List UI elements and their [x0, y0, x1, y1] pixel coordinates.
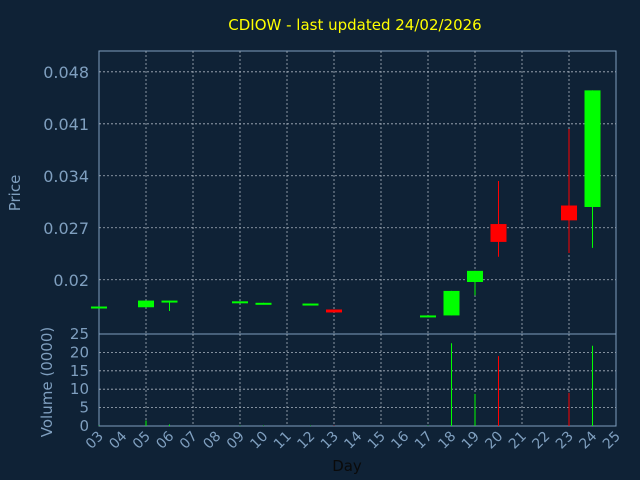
volume-tick-label: 15 — [70, 362, 89, 380]
candle — [302, 303, 319, 306]
volume-tick-label: 25 — [70, 325, 89, 343]
candle-body — [584, 90, 601, 207]
x-tick-labels: 03 04 05 06 07 08 09 10 11 12 13 14 15 16 17 18 19 20 21 22… — [83, 428, 624, 452]
candle — [561, 128, 577, 254]
volume-bars — [98, 343, 593, 426]
volume-tick-label: 5 — [79, 399, 89, 417]
candle-body — [326, 309, 342, 313]
volume-plot-area — [98, 333, 617, 427]
price-tick-label: 0.041 — [43, 115, 89, 134]
candle — [232, 301, 248, 304]
price-tick-label: 0.02 — [53, 271, 89, 290]
candle-body — [490, 224, 507, 242]
candle — [443, 290, 460, 316]
chart-title: CDIOW - last updated 24/02/2026 — [228, 16, 481, 34]
candle-body — [161, 300, 178, 303]
candle-body — [138, 300, 154, 308]
candle — [91, 306, 107, 309]
volume-axis-title: Volume (0000) — [38, 327, 56, 437]
volume-tick-label: 0 — [79, 417, 89, 435]
price-tick-label: 0.048 — [43, 63, 89, 82]
candle-body — [91, 306, 107, 309]
candle-body — [561, 205, 577, 221]
volume-tick-label: 20 — [70, 343, 89, 361]
candle-body — [467, 270, 483, 283]
candle-body — [232, 301, 248, 304]
candle — [467, 270, 483, 296]
candle — [161, 300, 178, 311]
candle-body — [255, 302, 272, 305]
candle — [490, 180, 507, 257]
price-axis-title: Price — [6, 175, 24, 212]
price-tick-label: 0.034 — [43, 167, 89, 186]
candle-body — [302, 303, 319, 306]
price-tick-label: 0.027 — [43, 219, 89, 238]
candles — [91, 90, 601, 318]
candle — [255, 302, 272, 305]
price-plot-area — [98, 50, 617, 335]
candle-body — [420, 315, 436, 318]
candle — [420, 315, 436, 318]
candle — [584, 90, 601, 248]
price-tick-labels: 0.048 0.041 0.034 0.027 0.02 — [43, 63, 89, 290]
x-axis-title: Day — [332, 457, 362, 475]
candle-body — [443, 290, 460, 316]
price-panel: 0.048 0.041 0.034 0.027 0.02 Price — [6, 50, 617, 335]
candle — [326, 309, 342, 313]
candle — [138, 300, 154, 308]
volume-tick-label: 10 — [70, 380, 89, 398]
